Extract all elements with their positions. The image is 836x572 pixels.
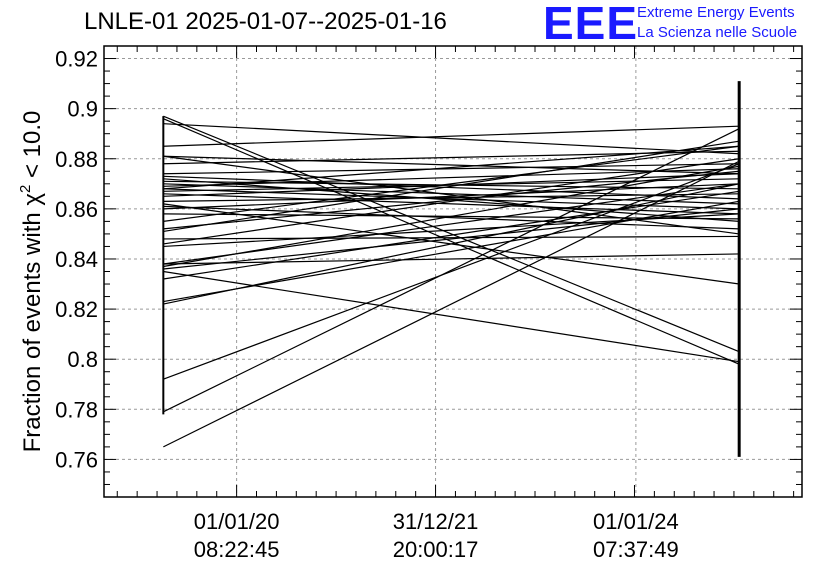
data-segment (163, 115, 740, 353)
data-segment (163, 193, 740, 215)
x-tick-label-date: 31/12/21 (393, 509, 479, 534)
data-segment (163, 145, 740, 222)
data-segment (163, 145, 740, 190)
logo-line-1: Extreme Energy Events (637, 4, 795, 21)
y-tick-label: 0.78 (55, 397, 98, 422)
y-tick-label: 0.9 (67, 97, 98, 122)
logo-line-2: La Scienza nelle Scuole (637, 24, 798, 41)
data-segment (163, 188, 740, 210)
data-segment (163, 125, 740, 147)
data-segment (163, 203, 740, 285)
y-tick-label: 0.76 (55, 447, 98, 472)
x-tick-label-time: 07:37:49 (593, 537, 679, 562)
data-segment (163, 140, 740, 233)
x-tick-label-date: 01/01/24 (593, 509, 679, 534)
data-segment (163, 190, 740, 280)
data-segment (163, 183, 740, 265)
data-segment (163, 128, 740, 413)
data-segment (163, 158, 740, 245)
x-tick-label-time: 08:22:45 (194, 537, 280, 562)
data-segment (163, 183, 740, 205)
data-segment (163, 155, 740, 235)
data-segment (163, 123, 740, 155)
data-segment (163, 253, 740, 265)
data-segment (163, 160, 740, 448)
data-segment (163, 168, 740, 187)
y-tick-label: 0.88 (55, 147, 98, 172)
chart-title: LNLE-01 2025-01-07--2025-01-16 (84, 8, 447, 35)
y-axis-label: Fraction of events with χ2 < 10.0 (17, 111, 46, 453)
x-tick-label-date: 01/01/20 (194, 509, 280, 534)
y-tick-label: 0.84 (55, 247, 98, 272)
data-segment (163, 175, 740, 200)
plot-frame (103, 45, 803, 498)
eee-logo: EEE (543, 0, 639, 49)
data-segment (163, 180, 740, 190)
y-tick-label: 0.8 (67, 347, 98, 372)
data-segment (163, 163, 740, 175)
data-segment (163, 178, 740, 222)
data-segment (163, 118, 740, 365)
data-segment (163, 163, 740, 380)
y-tick-label: 0.82 (55, 297, 98, 322)
data-segment (163, 213, 740, 220)
y-tick-label: 0.92 (55, 47, 98, 72)
data-segment (163, 235, 740, 240)
y-tick-label: 0.86 (55, 197, 98, 222)
x-tick-label-time: 20:00:17 (393, 537, 479, 562)
data-segment (163, 213, 740, 248)
data-segment (163, 270, 740, 363)
data-segment (163, 205, 740, 230)
